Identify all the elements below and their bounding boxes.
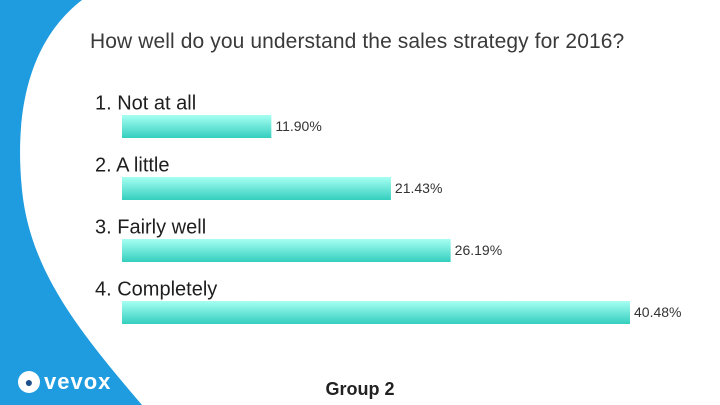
result-bar [122, 115, 272, 138]
bar-value-label: 40.48% [634, 304, 681, 320]
result-bar [122, 301, 630, 324]
bar-value-label: 26.19% [455, 242, 502, 258]
option-label: 2. A little [95, 154, 170, 176]
group-label: Group 2 [325, 379, 395, 399]
option-label: 3. Fairly well [95, 216, 206, 238]
question-title: How well do you understand the sales str… [90, 30, 625, 53]
result-bar [122, 239, 451, 262]
vevox-logo-text: vevox [44, 369, 112, 394]
bar-value-label: 11.90% [275, 118, 321, 134]
option-label: 4. Completely [95, 278, 217, 300]
option-label: 1. Not at all [95, 92, 196, 114]
vevox-logo-icon: ● [18, 371, 40, 393]
result-bar [122, 177, 391, 200]
vevox-logo: ● vevox [18, 369, 112, 394]
bar-value-label: 21.43% [395, 180, 442, 196]
